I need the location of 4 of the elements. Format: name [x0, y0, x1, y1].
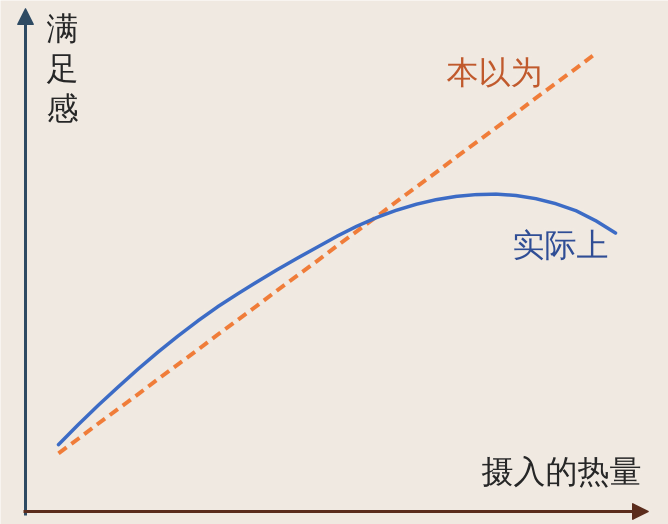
series-label: 本以为 [446, 54, 543, 92]
series-label: 实际上 [512, 226, 608, 264]
x-axis-title: 摄入的热量 [482, 452, 642, 490]
y-axis-title: 满足感 [46, 10, 78, 128]
